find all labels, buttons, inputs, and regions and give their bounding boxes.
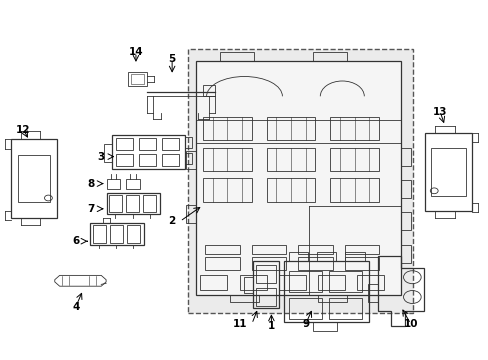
Text: 5: 5 <box>168 54 175 64</box>
Bar <box>130 74 144 84</box>
Bar <box>184 137 192 148</box>
Bar <box>367 284 377 302</box>
Text: 10: 10 <box>403 319 417 329</box>
Bar <box>127 225 140 243</box>
Bar <box>430 148 465 196</box>
Bar <box>251 245 285 254</box>
Bar <box>312 52 346 61</box>
Bar <box>143 195 156 212</box>
Bar <box>316 252 336 261</box>
Bar <box>112 135 184 169</box>
Text: 8: 8 <box>87 179 94 189</box>
Bar <box>288 271 321 292</box>
Bar <box>329 178 378 202</box>
Text: 13: 13 <box>432 107 447 117</box>
Bar <box>251 257 285 270</box>
Bar <box>128 72 146 86</box>
Text: 6: 6 <box>72 236 80 246</box>
Bar <box>126 179 140 189</box>
Bar <box>162 138 179 150</box>
Bar <box>255 288 276 306</box>
Bar <box>253 261 278 308</box>
Bar <box>203 117 251 140</box>
Bar <box>344 245 378 254</box>
Bar <box>11 139 57 218</box>
Bar <box>345 252 364 261</box>
Bar <box>328 271 361 292</box>
Bar <box>139 154 156 166</box>
Bar <box>139 138 156 150</box>
Bar <box>255 265 276 283</box>
Bar <box>18 155 50 202</box>
Bar <box>162 154 179 166</box>
Bar <box>317 295 346 302</box>
Bar <box>106 179 120 189</box>
Text: 4: 4 <box>72 302 80 312</box>
Bar <box>328 298 361 319</box>
Text: 7: 7 <box>87 204 94 214</box>
Bar <box>184 153 192 164</box>
Bar <box>239 275 266 290</box>
Bar <box>200 275 227 290</box>
Bar <box>400 245 410 263</box>
Bar <box>106 193 160 214</box>
Bar <box>203 148 251 171</box>
Bar <box>203 85 215 96</box>
Bar <box>356 275 383 290</box>
Bar <box>312 322 337 331</box>
Bar <box>185 151 195 169</box>
Bar <box>195 61 400 295</box>
Bar <box>329 117 378 140</box>
Bar <box>116 138 133 150</box>
Bar <box>203 178 251 202</box>
Bar <box>126 195 139 212</box>
Bar <box>400 148 410 166</box>
Bar <box>329 148 378 171</box>
Bar <box>205 245 239 254</box>
Bar <box>400 180 410 198</box>
Bar <box>298 257 332 270</box>
Bar <box>185 205 195 223</box>
Bar <box>344 257 378 270</box>
Bar <box>288 252 307 261</box>
Bar <box>244 277 253 293</box>
Bar <box>266 178 315 202</box>
Text: 14: 14 <box>128 47 143 57</box>
Text: 12: 12 <box>16 125 31 135</box>
Bar <box>103 144 112 162</box>
Text: 11: 11 <box>232 319 246 329</box>
Bar <box>288 298 321 319</box>
Text: 1: 1 <box>267 321 274 331</box>
Text: 2: 2 <box>167 216 175 226</box>
Bar <box>266 148 315 171</box>
Bar <box>400 212 410 230</box>
Bar <box>90 223 144 245</box>
Bar <box>188 49 412 313</box>
Bar <box>317 275 344 290</box>
Bar <box>283 261 368 322</box>
Bar <box>278 275 305 290</box>
Bar <box>220 52 254 61</box>
Bar <box>116 154 133 166</box>
Bar <box>266 117 315 140</box>
Bar <box>229 295 259 302</box>
Text: 3: 3 <box>97 152 104 162</box>
Bar <box>110 225 122 243</box>
Bar <box>425 133 471 211</box>
Text: 9: 9 <box>302 319 308 329</box>
Bar <box>205 257 239 270</box>
Bar <box>93 225 105 243</box>
Bar <box>109 195 122 212</box>
Bar <box>298 245 332 254</box>
